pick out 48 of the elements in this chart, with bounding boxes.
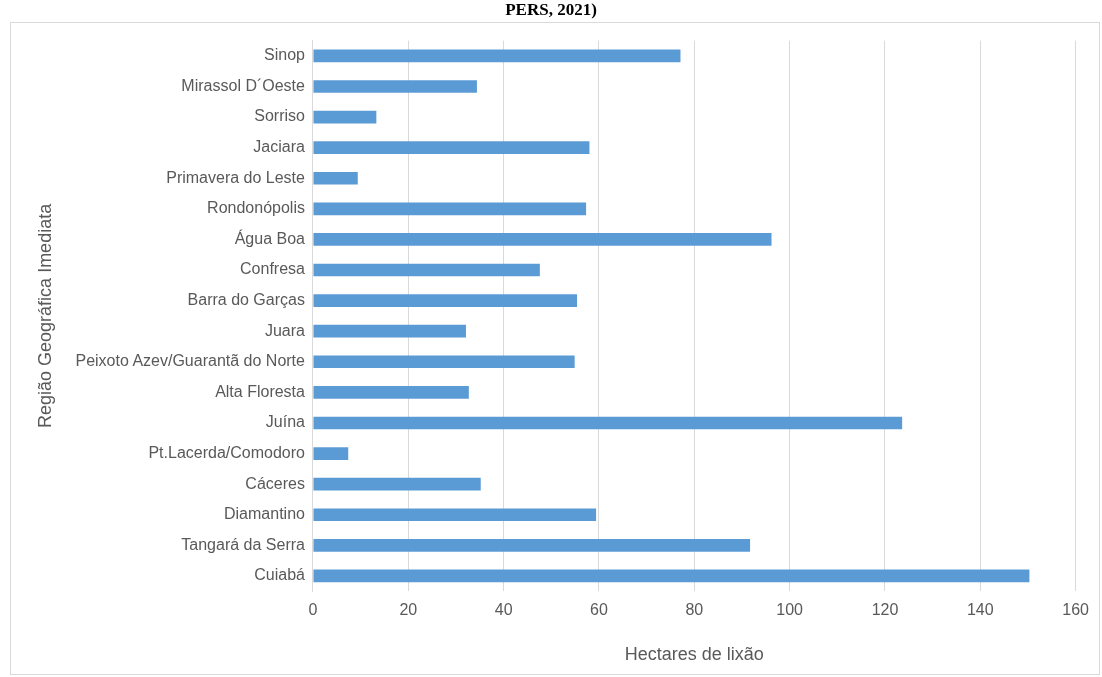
bar — [313, 171, 358, 185]
x-tick-label: 60 — [590, 601, 608, 619]
x-tick-label: 100 — [776, 601, 804, 619]
y-tick-label: Jaciara — [253, 138, 306, 156]
y-tick-label: Cáceres — [245, 474, 305, 492]
y-tick-label: Rondonópolis — [207, 199, 305, 217]
bar — [313, 538, 751, 552]
bar — [313, 80, 477, 93]
y-axis-title: Região Geográfica Imediata — [34, 202, 55, 428]
bar — [313, 263, 540, 277]
y-tick-label: Diamantino — [224, 505, 306, 523]
bar — [313, 477, 481, 491]
bar — [313, 508, 597, 522]
y-tick-label: Juara — [264, 321, 306, 339]
y-tick-label: Barra do Garças — [187, 291, 305, 309]
x-tick-label: 40 — [494, 601, 513, 619]
y-tick-label: Peixoto Azev/Guarantã do Norte — [75, 352, 306, 370]
chart-title: PERS, 2021) — [504, 0, 598, 20]
bar — [313, 233, 772, 246]
y-tick-label: Mirassol D´Oeste — [181, 76, 306, 94]
y-tick-label: Primavera do Leste — [166, 168, 306, 186]
x-tick-label: 120 — [871, 601, 899, 619]
y-tick-label: Confresa — [240, 260, 306, 278]
bar — [313, 416, 903, 430]
x-tick-label: 20 — [399, 601, 418, 619]
bar — [313, 447, 349, 460]
bar — [313, 141, 590, 154]
bar — [313, 324, 466, 338]
y-tick-label: Tangará da Serra — [181, 535, 306, 553]
y-tick-label: Água Boa — [234, 228, 306, 247]
y-tick-label: Juína — [265, 413, 306, 431]
y-tick-label: Alta Floresta — [215, 382, 306, 400]
y-tick-label: Sorriso — [254, 107, 306, 125]
x-axis-title: Hectares de lixão — [624, 644, 764, 665]
bar — [313, 202, 587, 216]
x-tick-label: 0 — [308, 601, 318, 619]
bar — [313, 294, 578, 307]
bar — [313, 569, 1030, 583]
bar — [313, 386, 469, 399]
bar — [313, 110, 377, 124]
x-tick-label: 160 — [1062, 601, 1090, 619]
x-tick-label: 80 — [685, 601, 704, 619]
y-tick-label: Pt.Lacerda/Comodoro — [148, 443, 306, 461]
bar — [313, 355, 575, 369]
x-tick-label: 140 — [966, 601, 994, 619]
y-tick-label: Sinop — [264, 46, 306, 64]
bar — [313, 49, 681, 63]
y-tick-label: Cuiabá — [254, 566, 306, 584]
